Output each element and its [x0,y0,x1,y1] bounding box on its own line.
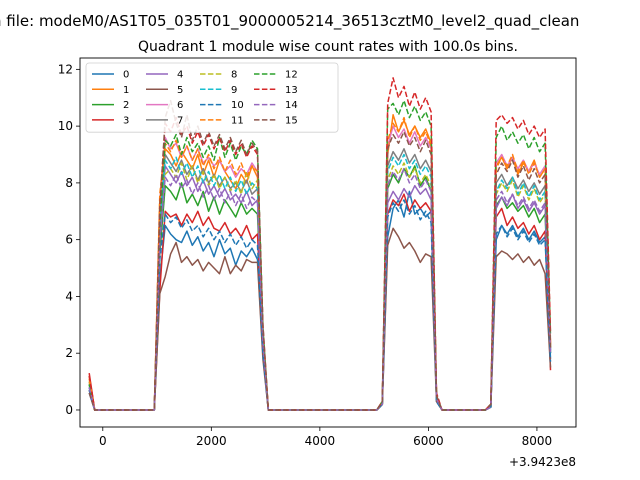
legend-label-11: 11 [231,115,244,126]
x-tick-label: 2000 [196,434,227,448]
legend-box [85,62,339,133]
chart-title: Quadrant 1 module wise count rates with … [138,39,518,55]
x-tick-label: 4000 [305,434,336,448]
legend-label-15: 15 [285,115,298,126]
y-tick-label: 12 [58,62,73,76]
series-layer [88,77,552,411]
y-tick-label: 8 [65,176,73,190]
plot-frame [79,57,577,428]
y-axis: 0 2 4 6 8 10 12 [58,62,80,417]
x-axis-offset-label: +3.9423e8 [509,455,576,469]
legend-label-6: 6 [177,100,183,111]
y-tick-label: 2 [65,346,73,360]
legend-label-13: 13 [285,85,298,96]
figure-suptitle: n file: modeM0/AS1T05_035T01_9000005214_… [0,12,579,31]
legend-label-3: 3 [123,115,129,126]
x-axis: 0 2000 4000 6000 8000 [99,427,552,448]
legend-label-9: 9 [231,85,237,96]
series-line-8 [88,162,552,411]
legend-label-12: 12 [285,70,298,81]
legend-label-10: 10 [231,100,244,111]
legend-label-5: 5 [177,85,183,96]
legend-label-14: 14 [285,100,298,111]
series-line-12 [88,99,552,411]
legend-label-2: 2 [123,100,129,111]
x-tick-label: 8000 [522,434,553,448]
legend-label-1: 1 [123,85,129,96]
legend-label-0: 0 [123,70,129,81]
legend-label-4: 4 [177,70,183,81]
y-tick-label: 10 [58,119,73,133]
y-tick-label: 4 [65,289,73,303]
x-tick-label: 0 [99,434,107,448]
y-tick-label: 0 [65,403,73,417]
legend-label-7: 7 [177,115,183,126]
y-tick-label: 6 [65,233,73,247]
x-tick-label: 6000 [413,434,444,448]
legend-label-8: 8 [231,70,237,81]
